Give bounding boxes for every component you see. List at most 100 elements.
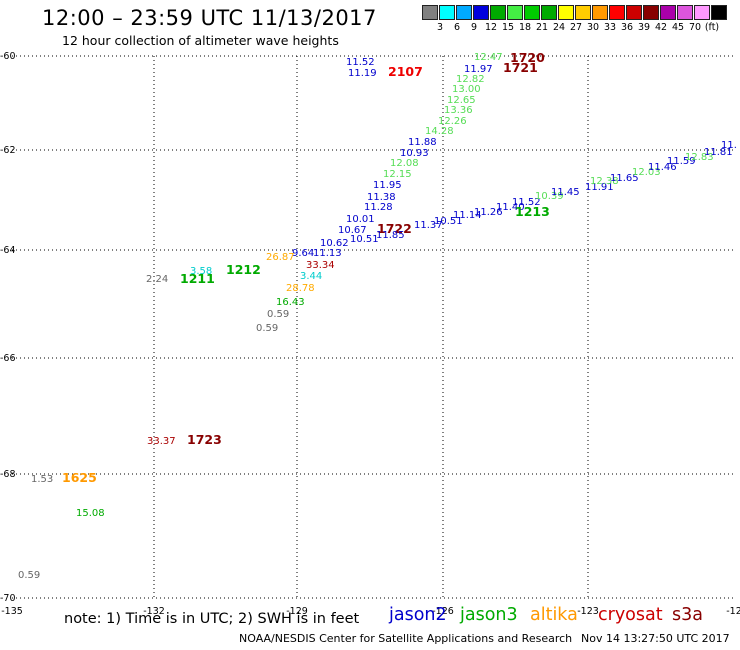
wave-height-value: 12.83 <box>685 152 714 163</box>
wave-height-value: 12.26 <box>438 116 467 127</box>
color-swatch <box>490 5 506 20</box>
wave-height-value: 11.52 <box>346 57 375 68</box>
color-swatch <box>643 5 659 20</box>
pass-time-label: 1625 <box>62 470 97 485</box>
color-swatch <box>711 5 727 20</box>
color-scale-label: (ft) <box>704 22 720 33</box>
color-scale-label: 45 <box>671 22 685 33</box>
satellite-legend-jason3: jason3 <box>460 605 518 625</box>
map-subtitle: 12 hour collection of altimeter wave hei… <box>62 33 339 48</box>
wave-height-value: 11.26 <box>474 207 503 218</box>
color-scale-label: 33 <box>603 22 617 33</box>
color-swatch <box>507 5 523 20</box>
longitude-tick-label: -135 <box>1 606 23 617</box>
wave-height-value: 11.19 <box>348 68 377 79</box>
wave-height-value: 12.38 <box>590 176 619 187</box>
wave-height-value: 11.91 <box>585 182 614 193</box>
wave-height-value: 33.34 <box>306 260 335 271</box>
wave-height-value: 14.28 <box>425 126 454 137</box>
pass-time-label: 1723 <box>187 432 222 447</box>
wave-height-value: 15.08 <box>76 508 105 519</box>
wave-height-value: 11.45 <box>551 187 580 198</box>
color-swatch <box>541 5 557 20</box>
color-swatch <box>439 5 455 20</box>
wave-height-value: 11.85 <box>376 230 405 241</box>
color-swatch <box>660 5 676 20</box>
wave-height-value: 11.13 <box>313 248 342 259</box>
color-scale-label: 70 <box>688 22 702 33</box>
wave-height-value: 10.39 <box>535 191 564 202</box>
satellite-legend-cryosat: cryosat <box>598 605 663 625</box>
color-scale-label: 30 <box>586 22 600 33</box>
longitude-tick-label: -126 <box>432 606 454 617</box>
pass-time-label: 1211 <box>180 271 215 286</box>
pass-time-label: 1720 <box>510 50 545 65</box>
wave-height-value: 16.43 <box>276 297 305 308</box>
wave-height-value: 12.08 <box>390 158 419 169</box>
wave-height-value: 10.93 <box>400 148 429 159</box>
wave-height-value: 11.40 <box>496 202 525 213</box>
longitude-tick-label: -132 <box>143 606 165 617</box>
longitude-tick-label: -123 <box>577 606 599 617</box>
credit-line: NOAA/NESDIS Center for Satellite Applica… <box>239 632 573 645</box>
wave-height-value: 12.65 <box>447 95 476 106</box>
color-swatch <box>626 5 642 20</box>
wave-height-value: 11.52 <box>512 197 541 208</box>
wave-height-value: 11.28 <box>364 202 393 213</box>
wave-height-value: 10.67 <box>338 225 367 236</box>
wave-height-value: 13.00 <box>452 84 481 95</box>
wave-height-value: 3.58 <box>190 266 212 277</box>
color-scale-label: 9 <box>470 22 478 33</box>
wave-height-value: 10.51 <box>350 234 379 245</box>
color-scale-label: 42 <box>654 22 668 33</box>
wave-height-value: 2.24 <box>146 274 168 285</box>
color-scale-label: 3 <box>436 22 444 33</box>
wave-height-value: 0.59 <box>18 570 40 581</box>
pass-time-label: 1721 <box>503 60 538 75</box>
color-swatch <box>456 5 472 20</box>
pass-time-label: 1722 <box>377 221 412 236</box>
footnote: note: 1) Time is in UTC; 2) SWH is in fe… <box>64 611 360 627</box>
color-scale-label: 12 <box>484 22 498 33</box>
color-scale-label: 15 <box>501 22 515 33</box>
wave-height-value: 13.36 <box>444 105 473 116</box>
color-swatch <box>592 5 608 20</box>
wave-height-value: 11.97 <box>464 64 493 75</box>
wave-height-value: 33.37 <box>147 436 176 447</box>
wave-height-value: 11.38 <box>367 192 396 203</box>
color-scale-label: 18 <box>518 22 532 33</box>
color-swatch <box>422 5 438 20</box>
wave-height-value: 10.01 <box>346 214 375 225</box>
satellite-legend-altika: altika <box>530 605 578 625</box>
latitude-tick-label: -62 <box>0 145 16 156</box>
color-swatch <box>524 5 540 20</box>
longitude-tick-label: -129 <box>286 606 308 617</box>
wave-height-value: 12.47 <box>474 52 503 63</box>
wave-height-value: 11.65 <box>610 173 639 184</box>
pass-time-label: 2107 <box>388 64 423 79</box>
wave-height-value: 11.81 <box>704 147 733 158</box>
latitude-tick-label: -66 <box>0 353 16 364</box>
wave-height-value: 11.46 <box>648 162 677 173</box>
generation-timestamp: Nov 14 13:27:50 UTC 2017 <box>581 632 730 645</box>
wave-height-value: 9.64 <box>292 248 314 259</box>
color-scale-label: 39 <box>637 22 651 33</box>
wave-height-value: 11.88 <box>408 137 437 148</box>
color-swatch <box>558 5 574 20</box>
color-scale-label: 27 <box>569 22 583 33</box>
wave-height-value: 0.59 <box>256 323 278 334</box>
wave-height-value: 3.44 <box>300 271 322 282</box>
color-swatch <box>473 5 489 20</box>
wave-height-value: 11.14 <box>453 210 482 221</box>
wave-height-value: 0.59 <box>267 309 289 320</box>
wave-height-value: 12.03 <box>632 167 661 178</box>
latitude-tick-label: -68 <box>0 469 16 480</box>
latitude-tick-label: -60 <box>0 51 16 62</box>
pass-time-label: 1213 <box>515 204 550 219</box>
wave-height-value: 1.53 <box>31 474 53 485</box>
longitude-tick-label: -124 <box>726 606 740 617</box>
wave-height-value: 12.82 <box>456 74 485 85</box>
color-scale-label: 21 <box>535 22 549 33</box>
